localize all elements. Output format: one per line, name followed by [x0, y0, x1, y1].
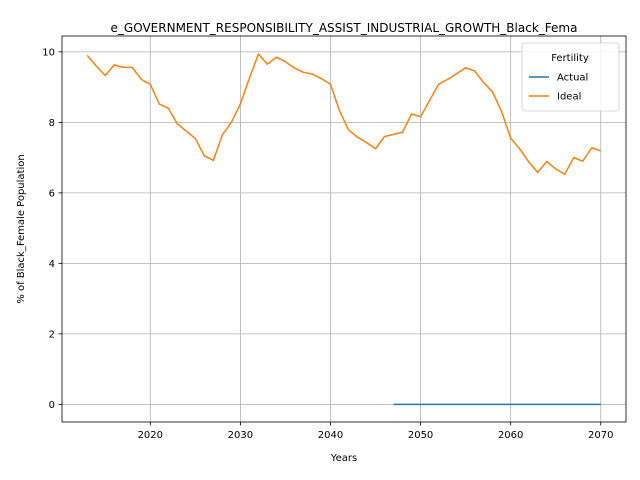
y-tick-label: 8 — [49, 118, 55, 129]
x-axis-label: Years — [330, 453, 357, 464]
x-tick-label: 2020 — [138, 430, 163, 441]
legend-title: Fertility — [551, 53, 589, 64]
plot-frame — [61, 35, 627, 423]
legend-box — [521, 42, 620, 112]
series-line-ideal — [86, 53, 602, 175]
x-axis-ticks: 2020 2030 2040 2050 2060 2070 — [138, 422, 613, 441]
x-tick-label: 2060 — [498, 430, 523, 441]
y-tick-label: 4 — [49, 259, 55, 270]
y-tick-label: 6 — [49, 188, 55, 199]
y-axis-ticks: 0 2 4 6 8 10 — [42, 47, 62, 411]
y-tick-label: 2 — [49, 329, 55, 340]
x-tick-label: 2030 — [228, 430, 253, 441]
y-tick-label: 0 — [49, 400, 55, 411]
legend-items: Actual Ideal — [529, 73, 588, 103]
legend: Fertility Actual Ideal — [521, 42, 620, 112]
legend-label-actual: Actual — [557, 73, 588, 84]
x-tick-label: 2040 — [318, 430, 343, 441]
x-tick-label: 2050 — [408, 430, 433, 441]
grid — [62, 36, 626, 422]
y-axis-label: % of Black_Female Population — [16, 154, 27, 303]
y-tick-label: 10 — [42, 47, 55, 58]
series-lines — [86, 53, 602, 406]
chart-title: e_GOVERNMENT_RESPONSIBILITY_ASSIST_INDUS… — [111, 21, 578, 35]
x-tick-label: 2070 — [588, 430, 613, 441]
legend-label-ideal: Ideal — [557, 92, 581, 103]
